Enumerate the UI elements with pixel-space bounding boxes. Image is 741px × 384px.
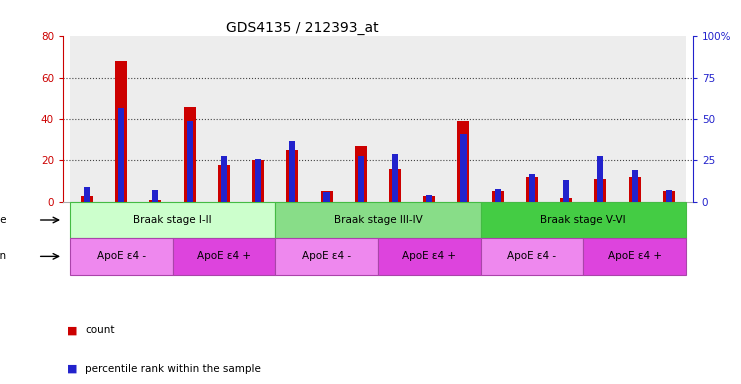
Bar — [358, 156, 364, 202]
Bar — [344, 36, 378, 202]
Bar — [153, 190, 159, 202]
Bar — [481, 202, 686, 238]
Bar — [515, 36, 549, 202]
Bar — [481, 238, 583, 275]
Bar — [495, 189, 501, 202]
Bar — [389, 169, 401, 202]
Bar — [275, 202, 481, 238]
Text: Braak stage III-IV: Braak stage III-IV — [333, 215, 422, 225]
Bar — [221, 156, 227, 202]
Text: count: count — [85, 325, 115, 335]
Bar — [597, 156, 603, 202]
Bar — [70, 36, 104, 202]
Bar — [446, 36, 481, 202]
Bar — [184, 107, 196, 202]
Bar — [560, 198, 572, 202]
Bar — [324, 192, 330, 202]
Bar — [81, 195, 93, 202]
Bar — [289, 141, 296, 202]
Bar — [594, 179, 606, 202]
Bar — [275, 238, 378, 275]
Bar — [529, 174, 535, 202]
Bar — [70, 238, 173, 275]
Title: GDS4135 / 212393_at: GDS4135 / 212393_at — [226, 22, 379, 35]
Bar — [173, 238, 275, 275]
Text: ApoE ε4 -: ApoE ε4 - — [96, 252, 146, 262]
Text: Braak stage V-VI: Braak stage V-VI — [540, 215, 626, 225]
Bar — [115, 61, 127, 202]
Text: ApoE ε4 -: ApoE ε4 - — [302, 252, 351, 262]
Bar — [286, 150, 299, 202]
Bar — [118, 108, 124, 202]
Bar — [481, 36, 515, 202]
Text: ApoE ε4 +: ApoE ε4 + — [197, 252, 251, 262]
Text: disease state: disease state — [0, 215, 7, 225]
Bar — [652, 36, 686, 202]
Bar — [460, 134, 467, 202]
Text: ■: ■ — [67, 325, 77, 335]
Bar — [583, 36, 617, 202]
Text: genotype/variation: genotype/variation — [0, 252, 7, 262]
Bar — [412, 36, 446, 202]
Text: ApoE ε4 -: ApoE ε4 - — [508, 252, 556, 262]
Bar — [150, 200, 162, 202]
Bar — [628, 177, 641, 202]
Bar — [218, 165, 230, 202]
Bar — [666, 190, 672, 202]
Bar — [392, 154, 398, 202]
Bar — [104, 36, 139, 202]
Bar — [378, 238, 481, 275]
Bar — [139, 36, 173, 202]
Bar — [310, 36, 344, 202]
Text: Braak stage I-II: Braak stage I-II — [133, 215, 212, 225]
Bar — [492, 192, 504, 202]
Bar — [426, 195, 432, 202]
Bar — [457, 121, 470, 202]
Bar — [321, 192, 333, 202]
Bar — [378, 36, 412, 202]
Text: ■: ■ — [67, 364, 77, 374]
Bar — [549, 36, 583, 202]
Bar — [355, 146, 367, 202]
Text: ApoE ε4 +: ApoE ε4 + — [608, 252, 662, 262]
Bar — [241, 36, 275, 202]
Bar — [617, 36, 652, 202]
Text: ApoE ε4 +: ApoE ε4 + — [402, 252, 456, 262]
Bar — [631, 170, 638, 202]
Bar — [70, 202, 275, 238]
Bar — [84, 187, 90, 202]
Bar — [663, 192, 675, 202]
Bar — [583, 238, 686, 275]
Bar — [423, 195, 435, 202]
Bar — [255, 159, 261, 202]
Text: percentile rank within the sample: percentile rank within the sample — [85, 364, 261, 374]
Bar — [563, 180, 569, 202]
Bar — [173, 36, 207, 202]
Bar — [526, 177, 538, 202]
Bar — [275, 36, 310, 202]
Bar — [252, 161, 264, 202]
Bar — [187, 121, 193, 202]
Bar — [207, 36, 241, 202]
